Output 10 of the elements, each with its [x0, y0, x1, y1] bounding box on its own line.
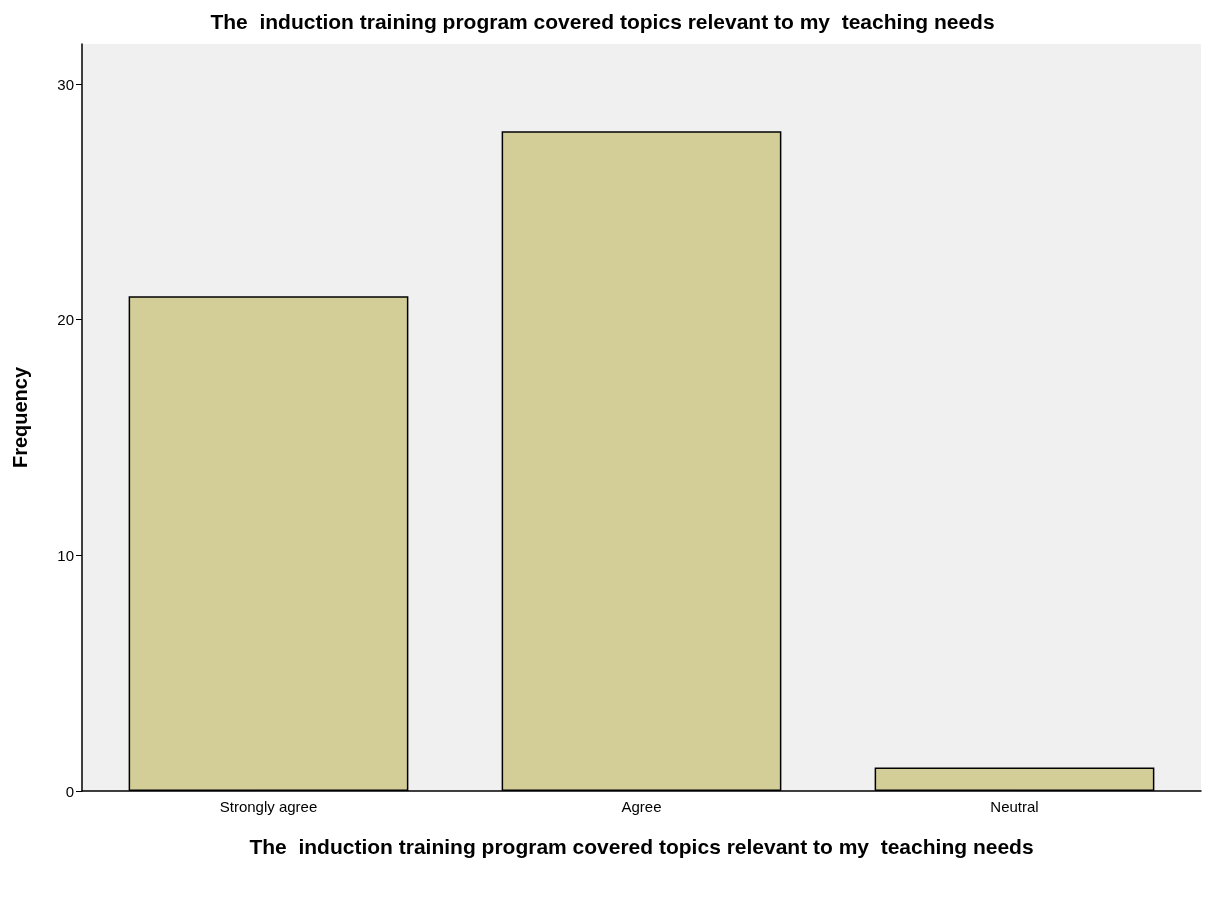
y-tick-label: 0	[65, 782, 74, 800]
y-tick-label: 20	[57, 311, 74, 329]
x-axis-title: The induction training program covered topics relevant to my teaching needs	[249, 834, 1034, 858]
x-tick-label: Strongly agree	[219, 798, 318, 815]
y-axis-title: Frequency	[9, 366, 31, 469]
y-tick-label: 30	[57, 75, 74, 93]
x-tick-label: Agree	[621, 798, 662, 815]
chart-title: The induction training program covered topics relevant to my teaching needs	[210, 10, 995, 33]
x-tick-label: Neutral	[990, 798, 1039, 815]
y-tick-label: 10	[57, 546, 74, 564]
